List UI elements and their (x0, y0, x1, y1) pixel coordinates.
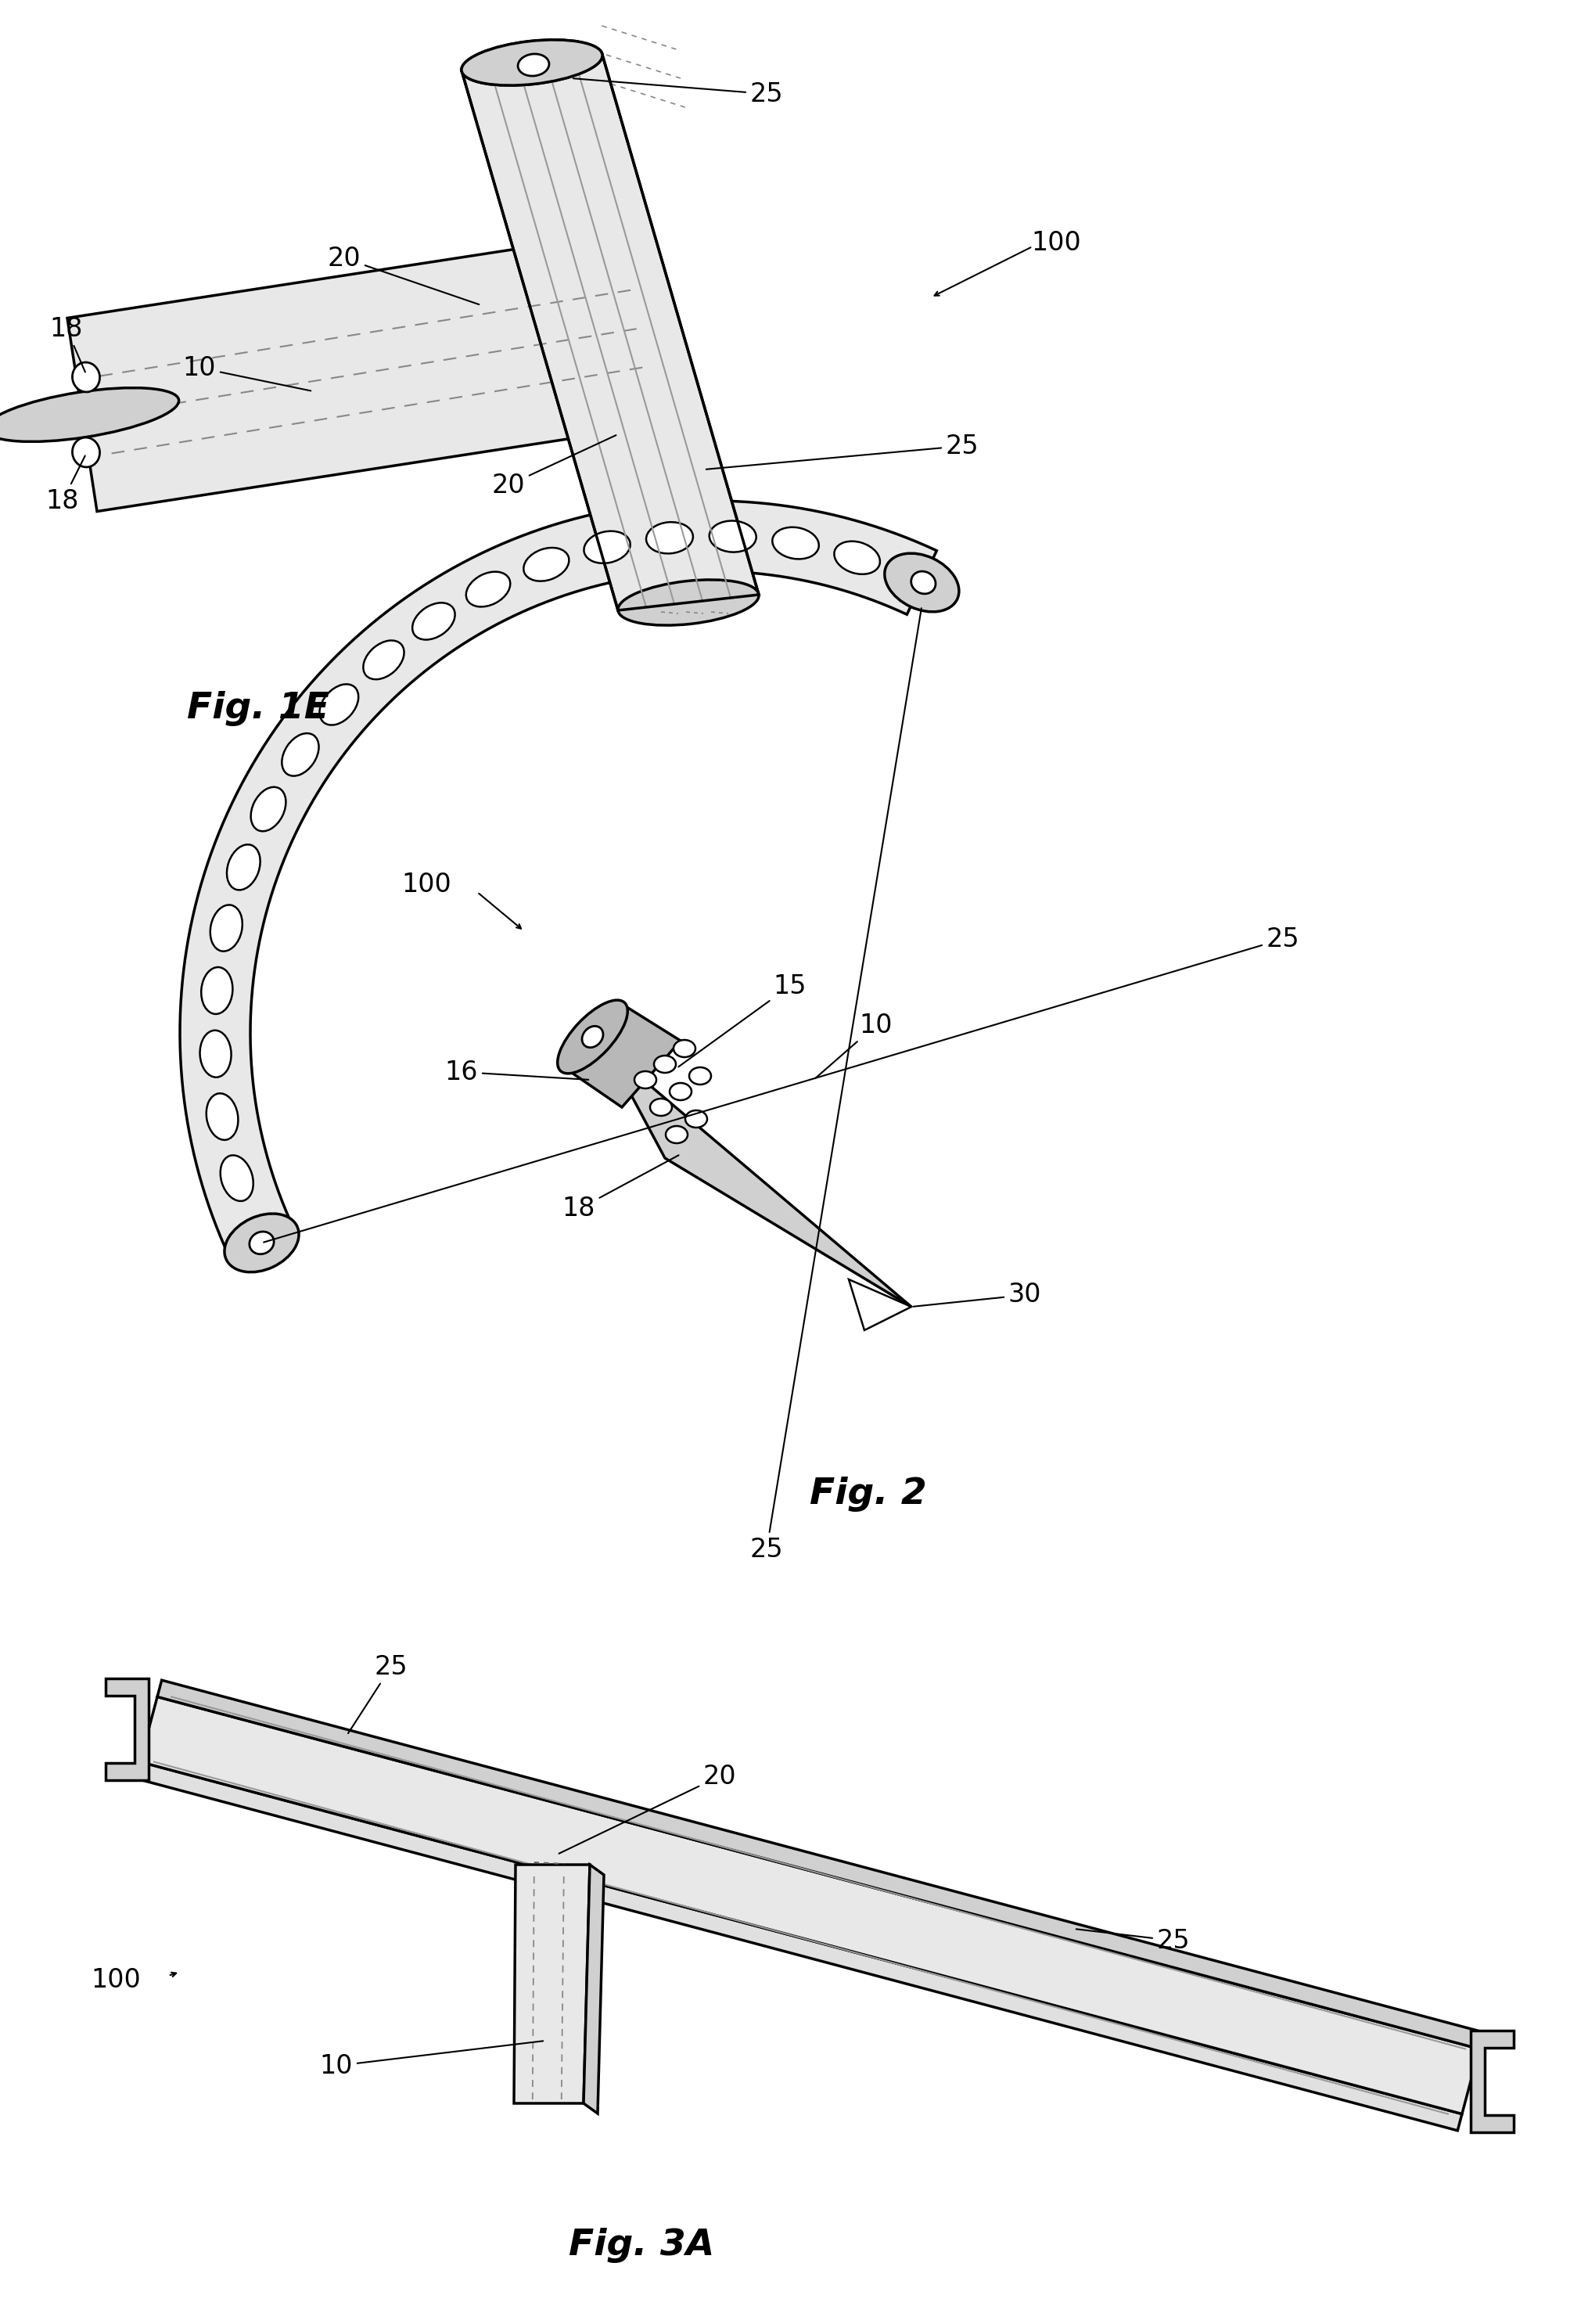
Text: 10: 10 (319, 2040, 543, 2078)
Ellipse shape (202, 967, 232, 1013)
Text: 25: 25 (750, 609, 921, 1562)
Text: 25: 25 (264, 925, 1299, 1243)
Ellipse shape (912, 572, 935, 595)
Ellipse shape (584, 532, 630, 562)
Ellipse shape (227, 844, 260, 890)
Polygon shape (515, 1864, 589, 2103)
Ellipse shape (649, 1099, 672, 1116)
Ellipse shape (834, 541, 880, 574)
Polygon shape (462, 56, 759, 611)
Ellipse shape (319, 683, 359, 725)
Ellipse shape (73, 437, 100, 467)
Text: 10: 10 (183, 356, 311, 390)
Ellipse shape (557, 999, 627, 1074)
Ellipse shape (635, 1071, 656, 1088)
Ellipse shape (618, 579, 759, 625)
Ellipse shape (518, 53, 549, 77)
Ellipse shape (413, 602, 456, 639)
Text: 30: 30 (913, 1283, 1042, 1308)
Polygon shape (140, 1697, 1480, 2115)
Text: 25: 25 (573, 79, 783, 107)
Text: 20: 20 (327, 246, 480, 304)
Polygon shape (67, 232, 656, 511)
Ellipse shape (0, 388, 179, 442)
Ellipse shape (583, 1027, 603, 1048)
Ellipse shape (249, 1232, 273, 1255)
Ellipse shape (686, 1111, 707, 1127)
Text: 20: 20 (492, 435, 616, 497)
Ellipse shape (518, 53, 549, 77)
Polygon shape (106, 1678, 149, 1780)
Ellipse shape (710, 521, 756, 553)
Ellipse shape (772, 528, 819, 560)
Text: 15: 15 (678, 974, 807, 1067)
Ellipse shape (221, 1155, 254, 1202)
Ellipse shape (224, 1213, 299, 1271)
Ellipse shape (885, 553, 959, 611)
Ellipse shape (462, 40, 602, 86)
Text: Fig. 1E: Fig. 1E (187, 690, 329, 725)
Text: 100: 100 (91, 1966, 141, 1992)
Ellipse shape (665, 1127, 688, 1143)
Ellipse shape (654, 1055, 676, 1074)
Ellipse shape (462, 40, 602, 86)
Ellipse shape (200, 1030, 232, 1078)
Ellipse shape (689, 1067, 711, 1085)
Polygon shape (157, 1680, 1483, 2050)
Text: 25: 25 (348, 1655, 408, 1734)
Polygon shape (1470, 2031, 1513, 2133)
Text: 25: 25 (707, 432, 978, 469)
Polygon shape (607, 1048, 912, 1306)
Text: 100: 100 (402, 872, 451, 897)
Text: 16: 16 (445, 1060, 589, 1085)
Ellipse shape (206, 1092, 238, 1141)
Ellipse shape (673, 1039, 696, 1057)
Text: 18: 18 (46, 456, 86, 514)
Polygon shape (559, 1002, 681, 1106)
Text: 18: 18 (49, 316, 86, 372)
Text: Fig. 3A: Fig. 3A (569, 2229, 715, 2264)
Polygon shape (583, 1864, 603, 2113)
Polygon shape (135, 1762, 1463, 2131)
Ellipse shape (283, 734, 319, 776)
Text: Fig. 2: Fig. 2 (810, 1478, 927, 1513)
Text: 25: 25 (1077, 1927, 1189, 1954)
Ellipse shape (524, 548, 569, 581)
Ellipse shape (251, 788, 286, 832)
Ellipse shape (646, 523, 692, 553)
Ellipse shape (465, 572, 510, 607)
Text: 100: 100 (1031, 230, 1081, 256)
Text: 18: 18 (562, 1155, 678, 1222)
Text: 10: 10 (815, 1013, 892, 1078)
Ellipse shape (364, 641, 403, 679)
Ellipse shape (670, 1083, 691, 1099)
Ellipse shape (73, 363, 100, 393)
Text: 20: 20 (559, 1764, 737, 1855)
Ellipse shape (210, 904, 243, 951)
Polygon shape (179, 500, 937, 1257)
